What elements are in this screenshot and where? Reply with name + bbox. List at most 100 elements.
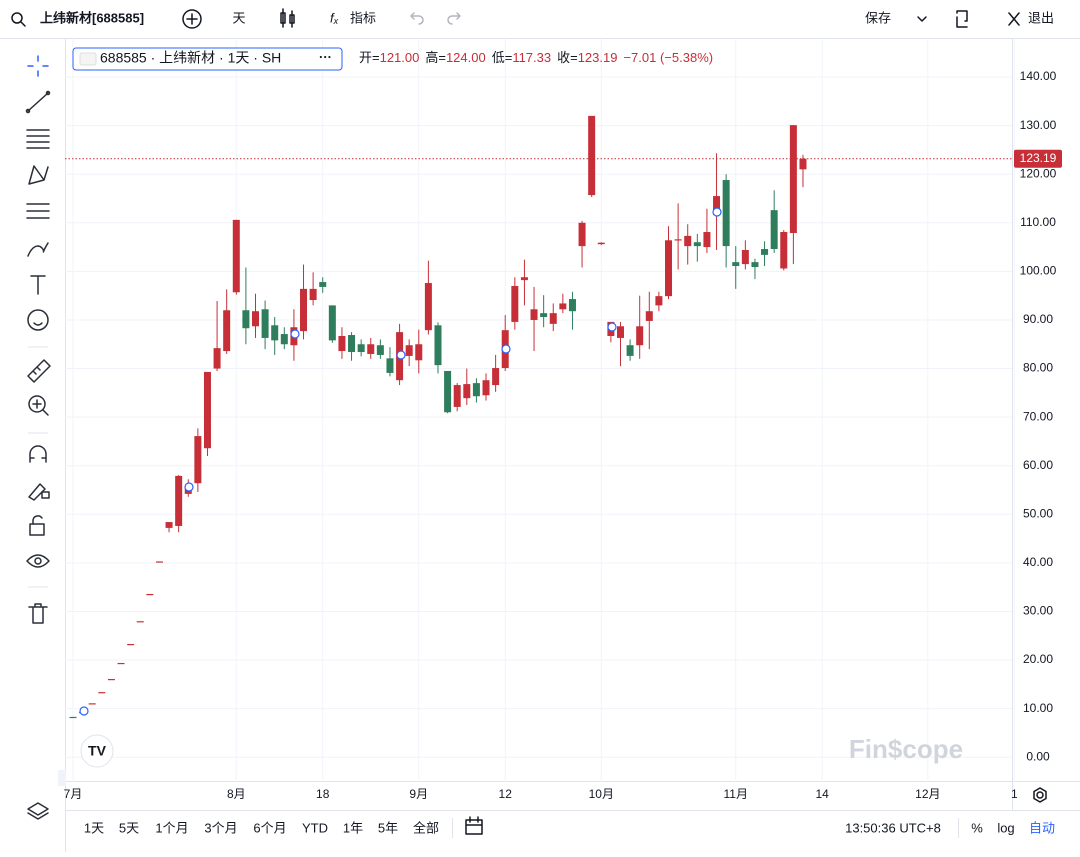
range-button[interactable]: 5天 [119,820,139,835]
watermark: Fin$cope [849,734,963,764]
fullscreen-icon[interactable] [956,10,968,28]
candle-body [741,249,749,265]
range-button[interactable]: YTD [302,820,328,835]
scroll-handle[interactable] [58,770,66,786]
candle-body [540,313,548,318]
indicators[interactable]: 指标 [350,10,376,25]
candle-body [348,335,356,353]
undo-icon[interactable] [410,12,424,25]
candle-body [251,311,259,327]
drawing-tools[interactable] [25,55,51,820]
candle-body [300,288,308,332]
goto-date-icon[interactable] [465,816,483,835]
search-icon[interactable] [11,12,26,27]
candle-body [405,345,413,356]
fx-icon[interactable]: fx [330,10,339,26]
candle-body [271,325,279,341]
candle-body [636,326,644,346]
x-tick-label: 12月 [915,787,940,801]
symbol[interactable]: 上纬新材[688585] [40,10,144,25]
range-button[interactable]: 3个月 [204,820,237,835]
y-tick-label: 30.00 [1023,604,1053,618]
save-menu-icon[interactable] [917,16,927,22]
candle-body [511,285,519,322]
candle-body [434,325,442,366]
candle-body [319,282,327,287]
log-toggle[interactable]: log [997,820,1014,835]
candle-body [309,288,317,301]
candle-body [424,283,432,331]
change: −7.01 (−5.38%) [623,50,713,65]
range-button[interactable]: 1年 [343,820,363,835]
x-tick-label: 14 [816,787,830,801]
y-tick-label: 70.00 [1023,409,1053,423]
candle-body [492,368,500,386]
candle-body [713,196,721,216]
range-button[interactable]: 6个月 [253,820,286,835]
x-tick-label: 12 [499,787,513,801]
candle-body [626,345,634,356]
svg-text:TV: TV [88,743,107,759]
candle-body [665,240,673,297]
candle-body [578,222,586,247]
candle-body [69,716,77,719]
legend-box[interactable] [72,47,343,71]
chart-type-icon[interactable] [280,8,295,28]
candle-body [722,180,730,247]
tv-logo: TV [80,734,114,768]
candle-body [98,692,106,694]
candle-body [136,621,144,623]
event-markers[interactable] [79,207,722,716]
percent-toggle[interactable]: % [971,820,983,835]
interval[interactable]: 天 [232,10,245,25]
candle-body [693,242,701,247]
candle-body [568,299,576,312]
candle-body [684,235,692,247]
exit-icon[interactable] [1008,12,1020,26]
ohlc-value: 121.00 [380,50,420,65]
legend-more[interactable]: ··· [319,49,332,64]
ohlc-label: 高= [425,50,446,65]
y-tick-label: 110.00 [1020,215,1056,229]
candle-body [223,310,231,352]
x-tick-label: 9月 [409,787,428,801]
candle-body [155,561,163,563]
range-button[interactable]: 全部 [413,820,439,835]
y-tick-label: 50.00 [1023,506,1053,520]
range-buttons: 1天 5天 1个月 3个月 6个月 YTD 1年 5年 全部 [84,820,439,835]
add-icon[interactable] [182,9,202,29]
x-tick-label: 7月 [64,787,83,801]
x-tick-label: 8月 [227,787,246,801]
range-button[interactable]: 5年 [378,820,398,835]
ohlc-value: 124.00 [446,50,486,65]
ohlc-value: 117.33 [512,50,551,65]
ohlc-label: 低= [492,50,513,65]
candle-body [165,522,173,528]
redo-icon[interactable] [447,12,461,25]
candle-body [780,232,788,269]
candle-body [328,305,336,341]
candle-body [357,344,365,353]
candle-body [367,344,375,354]
candle-body [261,309,269,338]
grid [65,38,1015,782]
candle-body [376,345,384,355]
candle-body [799,158,807,170]
candle-body [549,313,557,324]
settings-icon[interactable] [1033,787,1047,803]
range-button[interactable]: 1个月 [155,820,188,835]
range-button[interactable]: 1天 [84,820,104,835]
candle-body [530,309,538,320]
chart-title[interactable]: 688585 · 上纬新材 · 1天 · SH [100,50,281,66]
auto-toggle[interactable]: 自动 [1029,820,1055,835]
candle-body [751,262,759,268]
candle-body [444,370,452,413]
last-price-tag [1014,149,1062,168]
save[interactable]: 保存 [865,10,891,25]
exit[interactable]: 退出 [1028,10,1054,25]
candle-body [645,311,653,321]
candle-body [588,115,596,196]
candle-body [616,326,624,338]
candle-body [520,277,528,281]
